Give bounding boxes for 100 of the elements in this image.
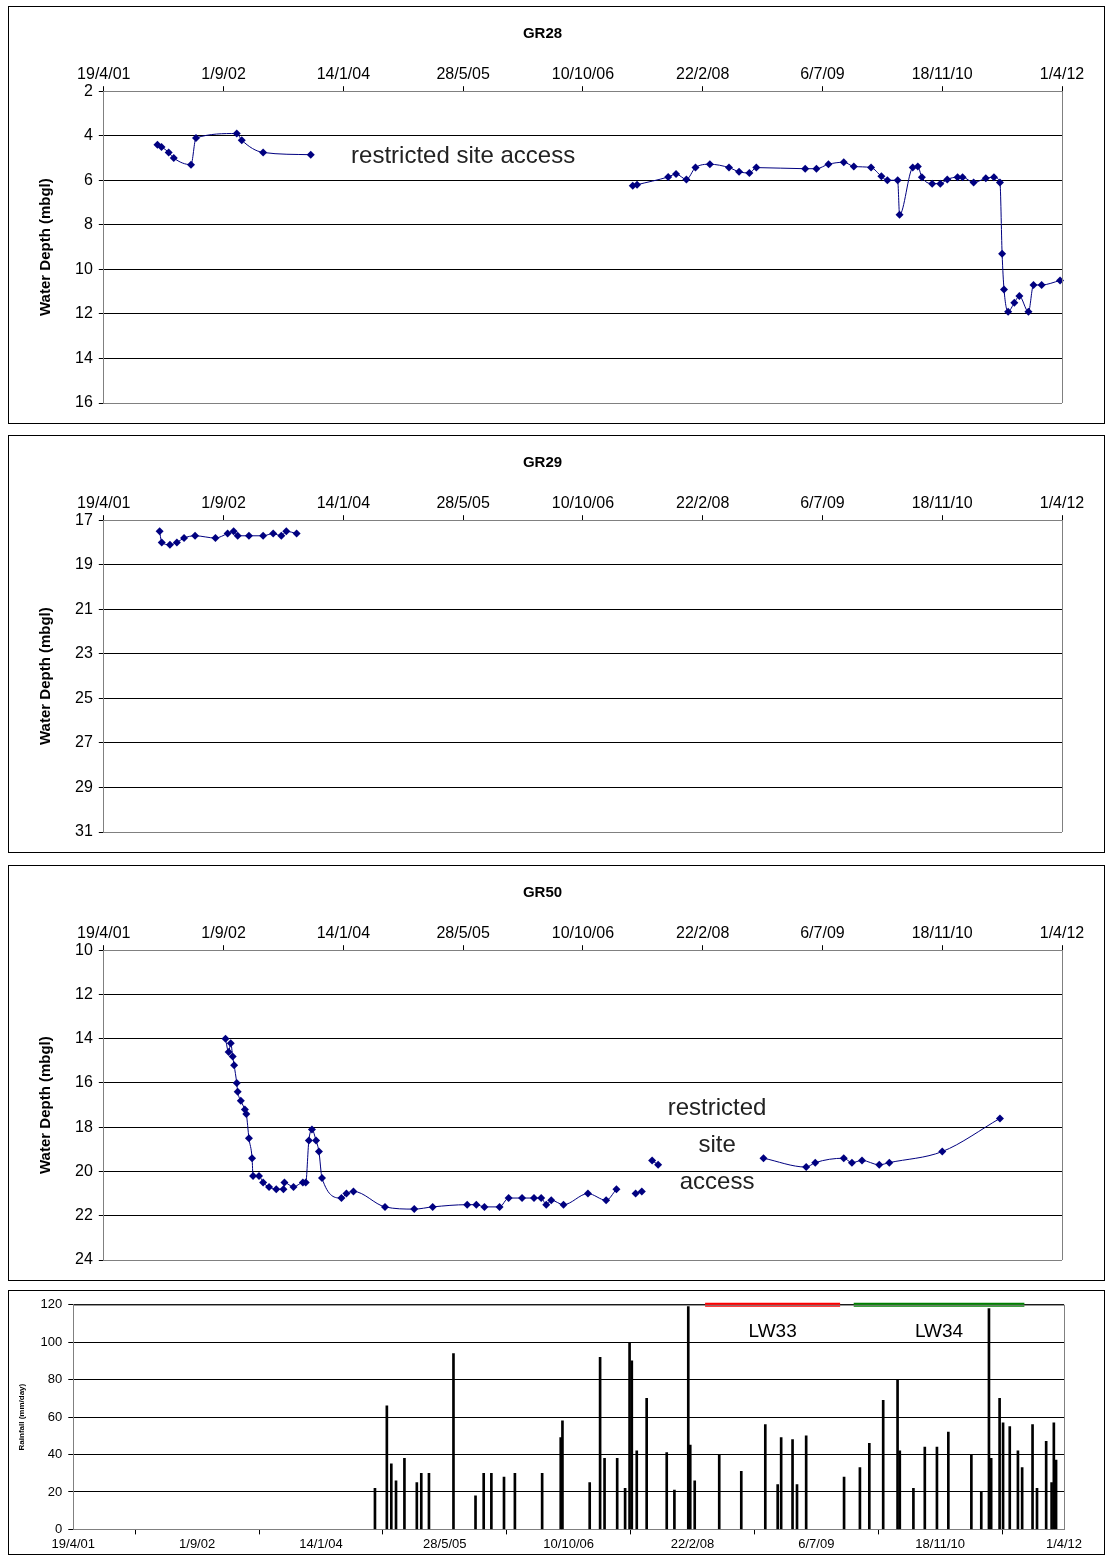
- point: [282, 527, 291, 536]
- point: [1010, 298, 1019, 307]
- x-tick-label: 28/5/05: [423, 1535, 467, 1551]
- y-tick-label: 19: [75, 555, 93, 573]
- point: [259, 148, 268, 157]
- x-tick-label: 18/11/10: [911, 494, 973, 512]
- point: [981, 174, 990, 183]
- point: [1024, 307, 1033, 316]
- y-tick-label: 18: [75, 1117, 93, 1135]
- x-tick-label: 28/5/05: [436, 65, 490, 83]
- series-label: LW34: [914, 1319, 964, 1341]
- point: [180, 534, 189, 543]
- y-tick-label: 120: [40, 1296, 63, 1312]
- point: [1056, 276, 1065, 285]
- x-tick-label: 10/10/06: [551, 924, 615, 942]
- y-tick-label: 22: [75, 1206, 93, 1224]
- y-tick-label: 21: [75, 599, 93, 617]
- point: [155, 527, 164, 536]
- y-tick-label: 4: [83, 126, 93, 144]
- x-tick-label: 19/4/01: [51, 1535, 95, 1551]
- point: [1029, 280, 1038, 289]
- y-tick-label: 14: [75, 1029, 93, 1047]
- y-tick-label: 23: [75, 644, 93, 662]
- point: [1037, 280, 1046, 289]
- point: [164, 148, 173, 157]
- point: [936, 179, 945, 188]
- x-tick-label: 28/5/05: [436, 924, 490, 942]
- y-tick-label: 2: [83, 81, 93, 99]
- point: [995, 178, 1004, 187]
- x-tick-label: 1/9/02: [179, 1535, 216, 1551]
- point: [157, 538, 166, 547]
- x-tick-label: 6/7/09: [800, 924, 845, 942]
- y-tick-label: 17: [75, 510, 93, 528]
- x-tick-label: 18/11/10: [911, 65, 973, 83]
- point: [192, 133, 201, 142]
- y-tick-label: 100: [40, 1333, 63, 1349]
- point: [306, 150, 315, 159]
- point: [691, 163, 700, 172]
- x-tick-label: 22/2/08: [675, 494, 730, 512]
- y-tick-label: 25: [75, 688, 93, 706]
- point: [223, 529, 232, 538]
- point: [893, 176, 902, 185]
- x-tick-label: 1/9/02: [201, 494, 246, 512]
- point: [839, 158, 848, 167]
- x-tick-label: 1/9/02: [201, 65, 246, 83]
- point: [883, 176, 892, 185]
- x-tick-label: 10/10/06: [551, 65, 615, 83]
- point: [169, 154, 178, 163]
- x-tick-label: 10/10/06: [551, 494, 615, 512]
- x-tick-label: 18/11/10: [911, 924, 973, 942]
- y-tick-label: 0: [55, 1520, 63, 1536]
- point: [928, 179, 937, 188]
- point: [232, 129, 241, 138]
- x-tick-label: 14/1/04: [316, 494, 371, 512]
- point: [849, 162, 858, 171]
- point: [229, 527, 238, 536]
- chart-title: GR50: [522, 883, 563, 901]
- x-tick-label: 19/4/01: [77, 924, 131, 942]
- x-tick-label: 18/11/10: [915, 1535, 965, 1551]
- x-tick-label: 14/1/04: [316, 65, 371, 83]
- x-tick-label: 14/1/04: [316, 924, 371, 942]
- point: [895, 210, 904, 219]
- point: [801, 164, 810, 173]
- y-tick-label: 29: [75, 777, 93, 795]
- point: [917, 173, 926, 182]
- point: [186, 160, 195, 169]
- point: [1004, 307, 1013, 316]
- x-tick-label: 6/7/09: [798, 1535, 835, 1551]
- point: [277, 531, 286, 540]
- point: [672, 170, 681, 179]
- x-tick-label: 19/4/01: [77, 65, 131, 83]
- point: [812, 164, 821, 173]
- point: [998, 249, 1007, 258]
- point: [1015, 292, 1024, 301]
- x-tick-label: 1/4/12: [1039, 924, 1085, 942]
- y-tick-label: 24: [75, 1250, 93, 1268]
- point: [725, 163, 734, 172]
- point: [943, 175, 952, 184]
- point: [745, 168, 754, 177]
- point: [735, 167, 744, 176]
- point: [269, 529, 278, 538]
- point: [989, 173, 998, 182]
- x-tick-label: 1/9/02: [201, 924, 246, 942]
- point: [913, 162, 922, 171]
- point: [664, 172, 673, 181]
- x-tick-label: 6/7/09: [800, 494, 845, 512]
- y-axis-title: Water Depth (mbgl): [36, 607, 54, 745]
- y-tick-label: 10: [75, 940, 93, 958]
- y-tick-label: 16: [75, 393, 93, 411]
- y-tick-label: 6: [83, 170, 93, 188]
- point: [824, 160, 833, 169]
- y-axis-title: Rainfall (mm/day): [17, 1383, 26, 1451]
- x-tick-label: 19/4/01: [77, 494, 131, 512]
- x-tick-label: 28/5/05: [436, 494, 490, 512]
- annotation: restricted site access: [667, 1093, 767, 1194]
- point: [969, 178, 978, 187]
- x-tick-label: 1/4/12: [1045, 1535, 1083, 1551]
- x-tick-label: 6/7/09: [800, 65, 845, 83]
- y-tick-label: 16: [75, 1073, 93, 1091]
- y-tick-label: 8: [83, 215, 93, 233]
